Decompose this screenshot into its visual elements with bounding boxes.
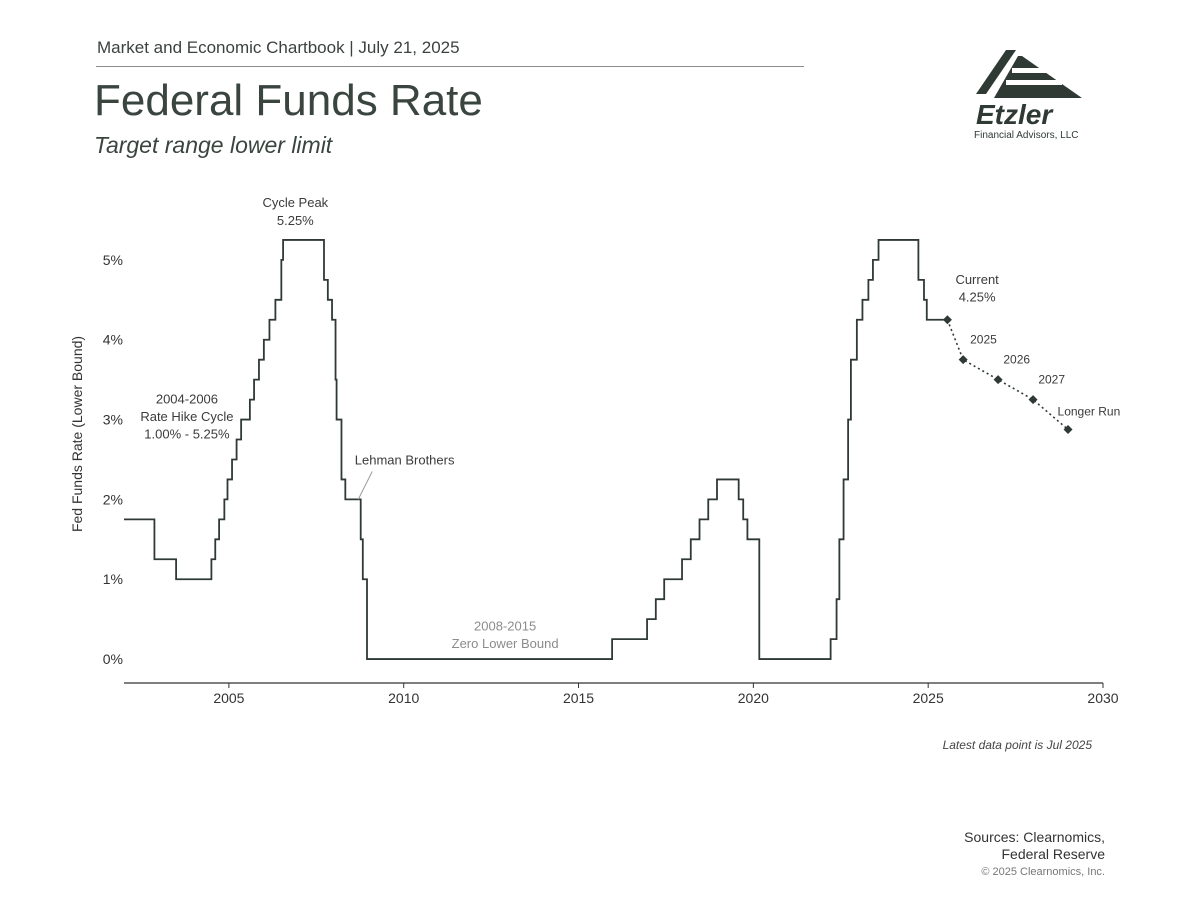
annotation-proj-2025: 2025 bbox=[970, 333, 997, 347]
x-tick-label: 2030 bbox=[1087, 690, 1118, 706]
projection-marker bbox=[958, 355, 968, 365]
annotation-lehman: Lehman Brothers bbox=[355, 452, 455, 467]
sources-line-2: Federal Reserve bbox=[1001, 846, 1106, 862]
y-tick-label: 0% bbox=[103, 651, 123, 667]
annotation-hike-line3: 1.00% - 5.25% bbox=[144, 427, 230, 442]
logo-stripe-icon bbox=[1012, 68, 1052, 73]
projection-marker bbox=[942, 315, 952, 325]
y-tick-label: 1% bbox=[103, 571, 123, 587]
projection-marker bbox=[993, 375, 1003, 385]
x-tick-label: 2015 bbox=[563, 690, 594, 706]
page-title: Federal Funds Rate bbox=[94, 76, 483, 125]
x-tick-label: 2005 bbox=[213, 690, 244, 706]
latest-data-note: Latest data point is Jul 2025 bbox=[942, 738, 1092, 752]
chartbook-header: Market and Economic Chartbook | July 21,… bbox=[97, 38, 460, 57]
x-tick-label: 2010 bbox=[388, 690, 419, 706]
logo-name: Etzler bbox=[976, 99, 1054, 130]
lehman-leader-line bbox=[357, 471, 373, 500]
annotation-zlb-line2: Zero Lower Bound bbox=[452, 636, 559, 651]
x-tick-label: 2025 bbox=[913, 690, 944, 706]
logo-mark-icon bbox=[976, 50, 1016, 94]
projection-marker bbox=[1028, 395, 1038, 405]
logo-stripe-icon bbox=[1006, 80, 1062, 85]
annotation-hike-line1: 2004-2006 bbox=[156, 392, 218, 407]
header-divider bbox=[96, 66, 804, 67]
annotation-hike-line2: Rate Hike Cycle bbox=[140, 409, 233, 424]
annotation-peak-line1: Cycle Peak bbox=[262, 195, 328, 210]
annotation-current-line2: 4.25% bbox=[959, 289, 996, 304]
y-tick-label: 5% bbox=[103, 252, 123, 268]
y-tick-label: 3% bbox=[103, 412, 123, 428]
logo-triangle-icon bbox=[994, 56, 1082, 98]
annotation-proj-2026: 2026 bbox=[1003, 353, 1030, 367]
etzler-logo: Etzler Financial Advisors, LLC bbox=[974, 50, 1082, 141]
fed-funds-rate-line bbox=[124, 239, 948, 660]
annotation-zlb-line1: 2008-2015 bbox=[474, 618, 536, 633]
y-axis-label: Fed Funds Rate (Lower Bound) bbox=[69, 336, 85, 532]
annotation-proj-longer-run: Longer Run bbox=[1058, 405, 1121, 419]
logo-tagline: Financial Advisors, LLC bbox=[974, 130, 1079, 141]
x-tick-label: 2020 bbox=[738, 690, 769, 706]
projection-marker bbox=[1063, 425, 1073, 435]
sources-line-1: Sources: Clearnomics, bbox=[964, 829, 1105, 845]
sources: Sources: Clearnomics, Federal Reserve bbox=[964, 829, 1105, 863]
annotation-peak-line2: 5.25% bbox=[277, 213, 314, 228]
y-tick-label: 4% bbox=[103, 332, 123, 348]
copyright: © 2025 Clearnomics, Inc. bbox=[981, 866, 1105, 878]
y-tick-label: 2% bbox=[103, 491, 123, 507]
annotation-current-line1: Current bbox=[955, 272, 999, 287]
annotation-proj-2027: 2027 bbox=[1038, 373, 1065, 387]
page-subtitle: Target range lower limit bbox=[94, 132, 333, 158]
